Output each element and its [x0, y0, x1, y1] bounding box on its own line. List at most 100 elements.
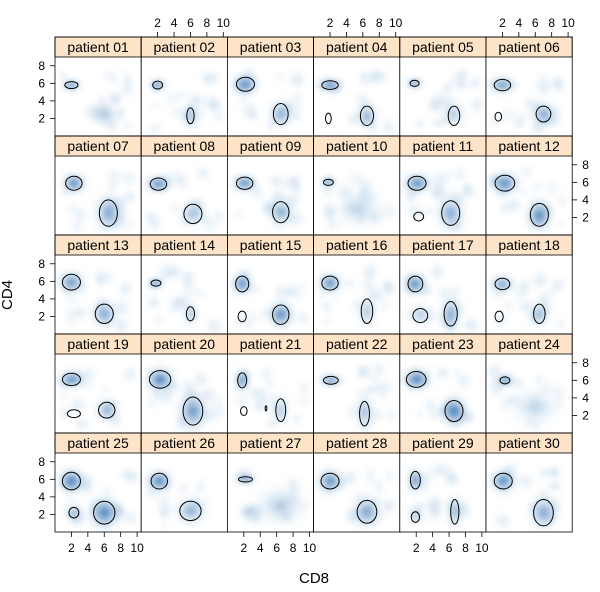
density-speckle — [292, 111, 302, 121]
density-speckle — [502, 395, 513, 406]
density-layer — [399, 366, 475, 429]
density-speckle — [236, 395, 249, 408]
density-speckle — [159, 508, 169, 518]
contour-line — [322, 375, 339, 385]
x-tick-label: 6 — [360, 16, 367, 30]
density-cluster — [364, 113, 370, 119]
panel-label: patient 27 — [240, 435, 302, 451]
contour-line — [237, 476, 253, 483]
density-cluster — [190, 211, 196, 217]
density-cluster — [541, 111, 546, 117]
x-tick-label: 10 — [389, 16, 403, 30]
contour-layer — [61, 471, 116, 525]
contour-layer — [61, 273, 114, 324]
density-speckle — [68, 204, 79, 215]
density-speckle — [429, 408, 441, 420]
panel-label: patient 23 — [412, 336, 474, 352]
contour-line — [66, 409, 81, 419]
density-speckle — [352, 301, 360, 309]
contour-line — [356, 499, 378, 524]
contour-layer — [150, 472, 202, 522]
density-speckle — [119, 283, 132, 295]
contour-line — [68, 506, 80, 519]
density-cluster — [327, 281, 333, 285]
density-speckle — [430, 265, 444, 279]
panel-label: patient 25 — [67, 435, 129, 451]
density-speckle — [177, 91, 185, 99]
density-speckle — [319, 292, 326, 299]
density-cluster — [278, 209, 284, 216]
x-tick-label: 2 — [68, 541, 75, 555]
x-tick-label: 10 — [130, 541, 144, 555]
density-speckle — [519, 300, 532, 313]
density-speckle — [288, 480, 301, 492]
contour-line — [447, 105, 461, 126]
panel-label: patient 01 — [67, 39, 129, 55]
density-speckle — [150, 400, 157, 407]
density-speckle — [290, 72, 305, 87]
panel-29: patient 29 — [399, 432, 487, 533]
contour-line — [61, 372, 81, 387]
panel-16: patient 16 — [313, 234, 401, 335]
density-cluster — [240, 378, 244, 383]
density-cluster — [275, 501, 286, 510]
density-speckle — [167, 93, 179, 105]
panel-label: patient 11 — [413, 138, 474, 154]
contour-line — [272, 201, 290, 224]
contour-line — [183, 203, 203, 225]
contour-line — [533, 303, 546, 324]
density-speckle — [293, 92, 302, 102]
density-speckle — [358, 366, 365, 374]
contour-line — [94, 303, 114, 324]
density-speckle — [357, 389, 364, 396]
panel-20: patient 20 — [140, 333, 228, 434]
density-cluster — [327, 478, 333, 484]
density-layer — [405, 69, 484, 129]
contour-line — [235, 275, 250, 293]
contour-layer — [322, 375, 370, 427]
density-cluster — [69, 84, 74, 87]
density-speckle — [249, 388, 259, 398]
density-speckle — [106, 180, 118, 192]
density-speckle — [255, 388, 268, 401]
density-speckle — [292, 177, 300, 186]
x-tick-label: 4 — [171, 16, 178, 30]
density-speckle — [431, 185, 445, 200]
x-tick-label: 4 — [343, 16, 350, 30]
panel-1: patient 01 — [54, 36, 142, 137]
contour-layer — [405, 371, 464, 423]
density-speckle — [170, 296, 184, 310]
panel-label: patient 09 — [240, 138, 302, 154]
density-speckle — [350, 172, 362, 185]
contour-line — [494, 174, 516, 192]
density-cluster — [353, 204, 364, 213]
density-speckle — [195, 373, 207, 386]
density-cluster — [448, 310, 453, 318]
density-speckle — [453, 370, 460, 377]
density-cluster — [104, 407, 110, 413]
y-tick-label: 2 — [582, 408, 589, 422]
y-tick-label: 2 — [582, 210, 589, 224]
density-speckle — [178, 484, 187, 493]
density-speckle — [368, 477, 375, 484]
density-speckle — [549, 288, 557, 296]
density-speckle — [182, 283, 196, 297]
contour-layer — [237, 372, 287, 423]
density-layer — [488, 166, 567, 234]
panel-label: patient 04 — [326, 39, 388, 55]
y-tick-label: 8 — [38, 59, 45, 73]
panel-label: patient 06 — [498, 39, 560, 55]
density-layer — [488, 364, 566, 431]
contour-layer — [322, 178, 334, 186]
axes-layer: 2 4 6 8 102 4 6 8 102 4 6 8 102 4 6 8 102 4 6 8 102 4 6 8 102468… — [38, 16, 589, 555]
panel-background — [55, 354, 142, 433]
x-tick-label: 8 — [548, 16, 555, 30]
density-speckle — [155, 221, 162, 229]
density-speckle — [380, 301, 390, 311]
contour-line — [322, 178, 334, 186]
contour-line — [237, 310, 247, 323]
panel-8: patient 08 — [140, 135, 228, 236]
density-speckle — [377, 384, 384, 391]
density-speckle — [266, 379, 274, 387]
density-speckle — [519, 188, 526, 196]
